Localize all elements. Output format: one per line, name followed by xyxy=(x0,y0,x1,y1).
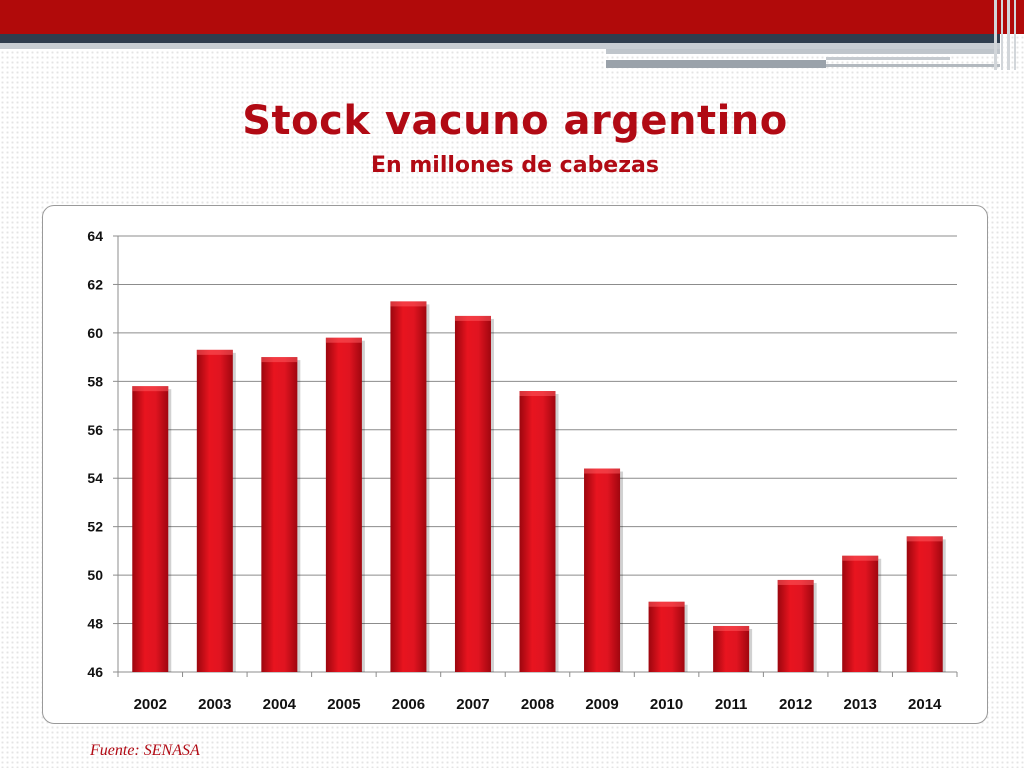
bar-2012 xyxy=(777,579,814,672)
slide-subtitle: En millones de cabezas xyxy=(371,153,659,178)
y-tick-label: 48 xyxy=(87,616,103,632)
bar-top-highlight xyxy=(196,349,233,355)
y-tick-label: 64 xyxy=(87,228,103,244)
y-tick-label: 60 xyxy=(87,325,103,341)
x-tick-label: 2006 xyxy=(392,696,425,713)
header-stripe xyxy=(826,57,950,60)
bar-top-highlight xyxy=(390,301,427,307)
bar-top-highlight xyxy=(842,555,879,561)
bar-top-highlight xyxy=(713,625,750,631)
y-tick-label: 58 xyxy=(87,373,103,389)
bar-2002 xyxy=(132,386,169,672)
header-band-dark xyxy=(0,34,1000,43)
y-tick-label: 46 xyxy=(87,664,103,680)
y-tick-label: 52 xyxy=(87,519,103,535)
header-band-grey xyxy=(0,43,1000,49)
x-tick-label: 2012 xyxy=(779,696,812,713)
x-tick-label: 2013 xyxy=(844,696,877,713)
bar-2010 xyxy=(648,601,685,672)
bar-2005 xyxy=(325,337,362,672)
header-vertical-lines xyxy=(990,0,1024,70)
x-tick-label: 2002 xyxy=(134,696,167,713)
y-tick-label: 54 xyxy=(87,470,103,486)
header-stripe xyxy=(606,49,1000,54)
bar-2009 xyxy=(584,468,621,672)
bar-top-highlight xyxy=(519,391,556,397)
y-tick-label: 50 xyxy=(87,567,103,583)
bar-top-highlight xyxy=(584,468,621,474)
x-tick-label: 2005 xyxy=(327,696,360,713)
source-note: Fuente: SENASA xyxy=(90,742,200,759)
bar-top-highlight xyxy=(906,536,943,542)
bar-top-highlight xyxy=(132,386,169,392)
slide-title: Stock vacuno argentino xyxy=(242,98,788,144)
x-tick-label: 2008 xyxy=(521,696,554,713)
bar-layer xyxy=(132,301,946,672)
y-tick-label: 62 xyxy=(87,276,103,292)
bar-2006 xyxy=(390,301,427,672)
bar-top-highlight xyxy=(261,357,298,363)
x-tick-label: 2003 xyxy=(198,696,231,713)
x-tick-label: 2014 xyxy=(908,696,942,713)
y-tick-label: 56 xyxy=(87,422,103,438)
bar-top-highlight xyxy=(454,315,491,321)
x-tick-label: 2011 xyxy=(715,696,748,713)
x-tick-label: 2009 xyxy=(585,696,618,713)
bar-2008 xyxy=(519,391,556,672)
header-stripe xyxy=(606,60,826,68)
header-band-red xyxy=(0,0,1024,34)
x-tick-label: 2007 xyxy=(456,696,489,713)
bar-top-highlight xyxy=(325,337,362,343)
x-tick-label: 2004 xyxy=(263,696,297,713)
bar-top-highlight xyxy=(648,601,685,607)
bar-2014 xyxy=(906,536,943,672)
bar-2007 xyxy=(454,315,491,672)
label-layer: 46 48 50 52 54 56 58 60 62 64 2002 2003 2004 2005 2006… xyxy=(87,228,942,713)
bar-2011 xyxy=(713,625,750,672)
bar-2004 xyxy=(261,357,298,672)
bar-top-highlight xyxy=(777,579,814,585)
x-tick-label: 2010 xyxy=(650,696,683,713)
bar-2003 xyxy=(196,349,233,672)
header-stripe xyxy=(826,64,1000,67)
bar-2013 xyxy=(842,555,879,672)
